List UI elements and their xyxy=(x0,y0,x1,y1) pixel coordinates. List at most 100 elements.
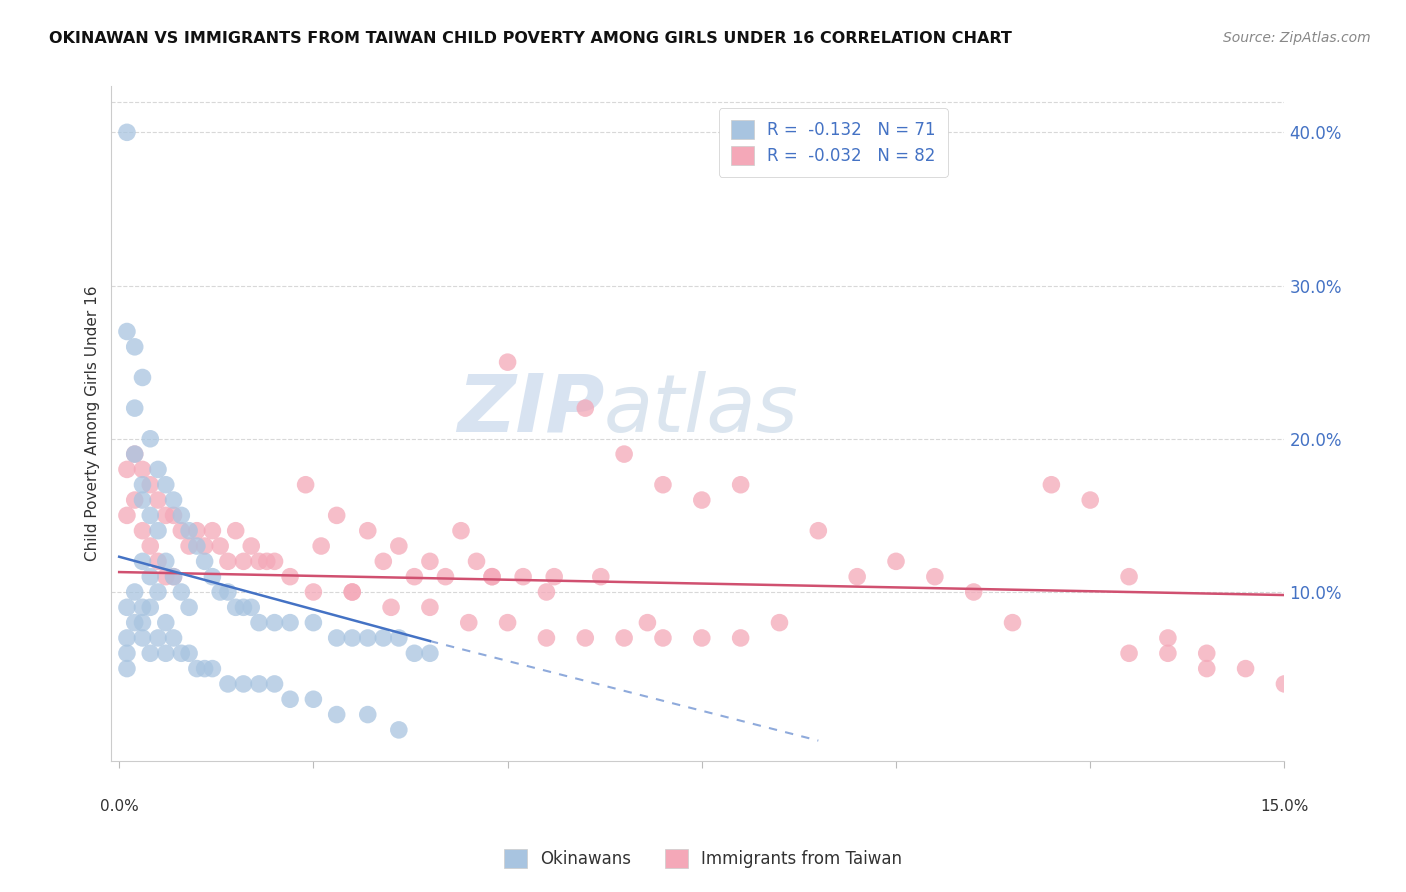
Point xyxy=(162,493,184,508)
Point xyxy=(496,355,519,369)
Point xyxy=(1157,631,1180,645)
Point xyxy=(177,539,200,553)
Point xyxy=(325,508,347,523)
Point xyxy=(201,569,224,583)
Point xyxy=(146,524,169,538)
Point xyxy=(256,554,278,568)
Point xyxy=(131,600,153,615)
Point xyxy=(636,615,658,630)
Point xyxy=(209,539,232,553)
Point xyxy=(652,477,675,491)
Point xyxy=(325,707,347,722)
Point xyxy=(263,677,285,691)
Point xyxy=(434,569,457,583)
Point xyxy=(186,524,208,538)
Point xyxy=(170,646,193,660)
Text: atlas: atlas xyxy=(605,371,799,449)
Point xyxy=(536,631,558,645)
Point xyxy=(730,477,752,491)
Point xyxy=(186,539,208,553)
Point xyxy=(574,401,596,416)
Point xyxy=(294,477,316,491)
Point xyxy=(124,401,146,416)
Point xyxy=(170,585,193,599)
Point xyxy=(419,646,441,660)
Point xyxy=(225,600,247,615)
Point xyxy=(419,554,441,568)
Point xyxy=(155,508,177,523)
Point xyxy=(263,615,285,630)
Point xyxy=(496,615,519,630)
Point xyxy=(170,524,193,538)
Point xyxy=(404,569,426,583)
Point xyxy=(232,554,254,568)
Y-axis label: Child Poverty Among Girls Under 16: Child Poverty Among Girls Under 16 xyxy=(86,285,100,561)
Point xyxy=(139,539,162,553)
Point xyxy=(302,692,325,706)
Point xyxy=(139,646,162,660)
Point xyxy=(146,462,169,476)
Point xyxy=(225,524,247,538)
Text: 15.0%: 15.0% xyxy=(1260,799,1309,814)
Point xyxy=(115,125,138,139)
Point xyxy=(232,677,254,691)
Point xyxy=(115,462,138,476)
Point xyxy=(115,325,138,339)
Point xyxy=(177,524,200,538)
Point xyxy=(543,569,565,583)
Point xyxy=(115,662,138,676)
Text: Source: ZipAtlas.com: Source: ZipAtlas.com xyxy=(1223,31,1371,45)
Point xyxy=(357,524,380,538)
Point xyxy=(131,477,153,491)
Point xyxy=(124,447,146,461)
Point xyxy=(613,631,636,645)
Point xyxy=(342,631,364,645)
Point xyxy=(194,539,217,553)
Point xyxy=(1001,615,1024,630)
Point xyxy=(690,493,713,508)
Point xyxy=(162,569,184,583)
Point xyxy=(380,600,402,615)
Legend: Okinawans, Immigrants from Taiwan: Okinawans, Immigrants from Taiwan xyxy=(496,842,910,875)
Point xyxy=(139,508,162,523)
Point xyxy=(357,631,380,645)
Point xyxy=(115,508,138,523)
Point xyxy=(124,340,146,354)
Point xyxy=(357,707,380,722)
Point xyxy=(690,631,713,645)
Point xyxy=(162,631,184,645)
Point xyxy=(302,615,325,630)
Point xyxy=(155,569,177,583)
Point xyxy=(1118,646,1140,660)
Point xyxy=(309,539,332,553)
Point xyxy=(217,554,239,568)
Point xyxy=(131,615,153,630)
Point xyxy=(209,585,232,599)
Point xyxy=(217,677,239,691)
Point xyxy=(139,600,162,615)
Legend: R =  -0.132   N = 71, R =  -0.032   N = 82: R = -0.132 N = 71, R = -0.032 N = 82 xyxy=(718,108,948,177)
Point xyxy=(131,493,153,508)
Point xyxy=(115,631,138,645)
Point xyxy=(342,585,364,599)
Point xyxy=(263,554,285,568)
Point xyxy=(404,646,426,660)
Point xyxy=(139,432,162,446)
Point xyxy=(373,554,395,568)
Point xyxy=(652,631,675,645)
Point xyxy=(131,370,153,384)
Point xyxy=(768,615,790,630)
Point xyxy=(146,554,169,568)
Point xyxy=(162,508,184,523)
Point xyxy=(115,646,138,660)
Point xyxy=(278,615,301,630)
Point xyxy=(177,646,200,660)
Point xyxy=(465,554,488,568)
Point xyxy=(155,477,177,491)
Point xyxy=(1157,646,1180,660)
Point xyxy=(730,631,752,645)
Point xyxy=(139,477,162,491)
Point xyxy=(278,692,301,706)
Point xyxy=(963,585,986,599)
Point xyxy=(1234,662,1257,676)
